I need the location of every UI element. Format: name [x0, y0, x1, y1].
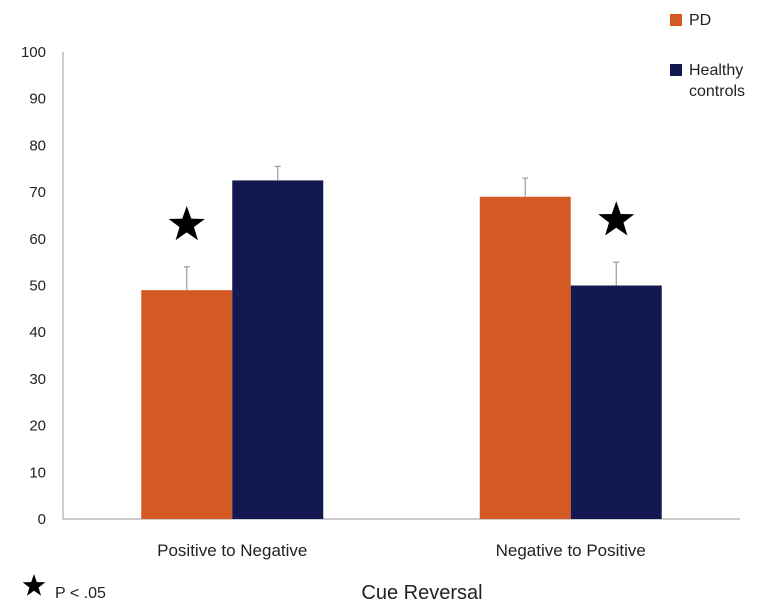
significance-legend-label: P < .05 — [55, 585, 106, 602]
bar — [232, 180, 324, 520]
y-tick-label: 10 — [29, 464, 46, 481]
bar — [479, 196, 571, 519]
y-tick-label: 0 — [38, 511, 46, 528]
y-tick-label: 70 — [29, 184, 46, 201]
bars — [141, 180, 662, 520]
legend: PD Healthy controls — [670, 12, 745, 100]
x-axis-label: Cue Reversal — [361, 582, 482, 604]
significance-markers — [168, 201, 635, 241]
category-label: Negative to Positive — [496, 541, 646, 560]
y-tick-labels: 0 10 20 30 40 50 60 70 80 90 100 — [21, 44, 46, 528]
y-tick-label: 90 — [29, 91, 46, 108]
significance-legend: P < .05 — [22, 574, 106, 602]
legend-label: PD — [689, 12, 711, 29]
y-tick-label: 20 — [29, 418, 46, 435]
y-tick-label: 50 — [29, 278, 46, 295]
legend-swatch — [670, 64, 682, 76]
y-tick-label: 100 — [21, 44, 46, 61]
category-labels: Positive to Negative Negative to Positive — [157, 541, 646, 560]
y-tick-label: 30 — [29, 371, 46, 388]
legend-label: Healthy controls — [689, 62, 745, 100]
y-tick-label: 60 — [29, 231, 46, 248]
significance-star-icon — [598, 201, 635, 236]
error-bars — [183, 165, 620, 291]
bar — [141, 290, 233, 519]
legend-swatch — [670, 14, 682, 26]
star-icon — [22, 574, 46, 596]
significance-star-icon — [168, 205, 205, 241]
category-label: Positive to Negative — [157, 541, 307, 560]
bar — [570, 285, 662, 519]
y-tick-label: 40 — [29, 324, 46, 341]
y-tick-label: 80 — [29, 137, 46, 154]
